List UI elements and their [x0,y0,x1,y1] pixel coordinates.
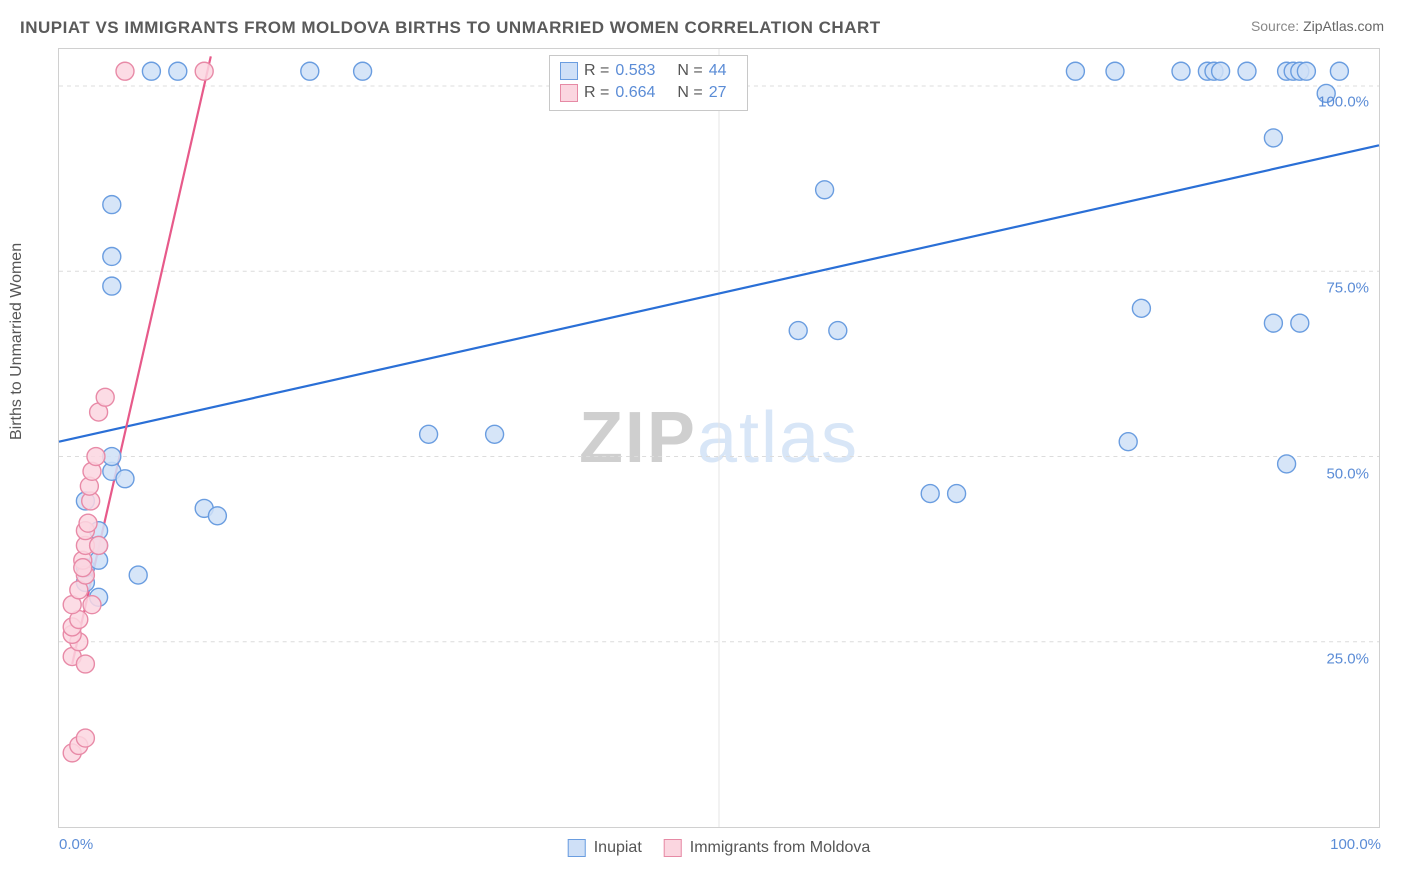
data-point [83,596,101,614]
y-tick-label: 100.0% [1318,94,1369,111]
source-label: Source: [1251,18,1299,34]
data-point [76,729,94,747]
legend-swatch [560,84,578,102]
data-point [1264,314,1282,332]
stat-n-label: N = [677,62,702,80]
data-point [486,425,504,443]
data-point [87,448,105,466]
series-legend: Inupiat Immigrants from Moldova [568,839,871,857]
stats-legend-row: R = 0.583 N = 44 [560,60,737,82]
stat-n-label: N = [677,84,702,102]
data-point [142,62,160,80]
scatter-plot-svg [59,49,1379,827]
legend-item: Immigrants from Moldova [664,839,871,857]
data-point [1330,62,1348,80]
data-point [1119,433,1137,451]
stat-r-label: R = [584,62,609,80]
y-tick-label: 25.0% [1326,651,1369,668]
data-point [116,62,134,80]
data-point [129,566,147,584]
stat-r-value: 0.583 [615,62,671,80]
data-point [816,181,834,199]
stat-r-value: 0.664 [615,84,671,102]
data-point [829,322,847,340]
data-point [103,196,121,214]
data-point [354,62,372,80]
data-point [921,485,939,503]
plot-area: ZIPatlas R =0.583N =44R =0.664N =27 25.0… [58,48,1380,828]
legend-item: Inupiat [568,839,642,857]
data-point [1212,62,1230,80]
stats-legend: R = 0.583 N = 44 R = 0.664 N = 27 [549,55,748,111]
data-point [1132,299,1150,317]
data-point [195,62,213,80]
data-point [1264,129,1282,147]
y-tick-label: 50.0% [1326,465,1369,482]
data-point [76,655,94,673]
chart-title: INUPIAT VS IMMIGRANTS FROM MOLDOVA BIRTH… [20,18,881,38]
data-point [74,559,92,577]
legend-label: Inupiat [594,839,642,857]
x-tick-label: 100.0% [1330,836,1381,853]
data-point [1066,62,1084,80]
data-point [116,470,134,488]
data-point [1291,314,1309,332]
stat-n-value: 27 [709,84,737,102]
source-attribution: Source: ZipAtlas.com [1251,18,1384,34]
data-point [1172,62,1190,80]
y-axis-label: Births to Unmarried Women [8,243,26,440]
data-point [420,425,438,443]
y-tick-label: 75.0% [1326,279,1369,296]
data-point [103,247,121,265]
data-point [1297,62,1315,80]
x-tick-label: 0.0% [59,836,93,853]
data-point [948,485,966,503]
data-point [96,388,114,406]
source-value: ZipAtlas.com [1303,18,1384,34]
stat-r-label: R = [584,84,609,102]
data-point [1106,62,1124,80]
data-point [208,507,226,525]
data-point [1278,455,1296,473]
data-point [169,62,187,80]
data-point [1238,62,1256,80]
data-point [79,514,97,532]
legend-swatch [664,839,682,857]
stat-n-value: 44 [709,62,737,80]
legend-label: Immigrants from Moldova [690,839,871,857]
data-point [103,277,121,295]
data-point [90,536,108,554]
data-point [789,322,807,340]
stats-legend-row: R = 0.664 N = 27 [560,82,737,104]
data-point [301,62,319,80]
legend-swatch [568,839,586,857]
legend-swatch [560,62,578,80]
